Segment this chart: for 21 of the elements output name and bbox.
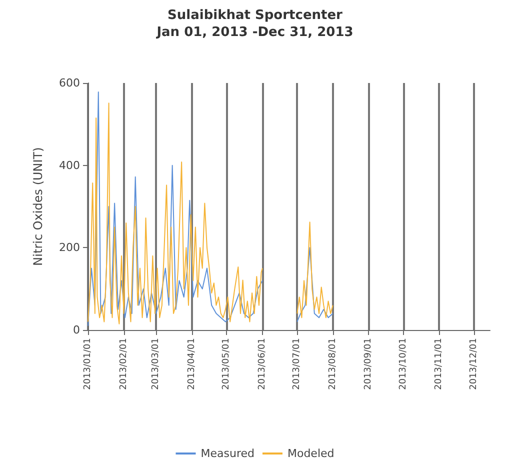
x-tick-label: 2013/11/01 — [434, 338, 444, 390]
x-tick-label: 2013/08/01 — [328, 338, 338, 390]
legend-label: Measured — [200, 447, 254, 460]
chart-title: Sulaibikhat Sportcenter — [168, 8, 344, 23]
y-tick-label: 600 — [59, 76, 80, 90]
legend-label: Modeled — [287, 447, 334, 460]
chart-subtitle: Jan 01, 2013 -Dec 31, 2013 — [156, 25, 354, 40]
x-tick-label: 2013/05/01 — [222, 338, 232, 390]
x-tick-label: 2013/03/01 — [151, 338, 162, 390]
y-axis-title: Nitric Oxides (UNIT) — [31, 147, 45, 266]
y-tick-label: 400 — [59, 158, 80, 172]
y-tick-label: 0 — [73, 324, 80, 336]
x-tick-label: 2013/01/01 — [83, 338, 93, 390]
y-tick-label: 200 — [59, 241, 80, 254]
x-tick-label: 2013/07/01 — [292, 338, 302, 390]
x-tick-label: 2013/12/01 — [468, 338, 479, 390]
x-tick-label: 2013/02/01 — [118, 338, 129, 390]
x-tick-label: 2013/09/01 — [364, 338, 374, 390]
x-tick-label: 2013/04/01 — [186, 338, 197, 390]
x-tick-label: 2013/06/01 — [257, 338, 268, 390]
x-tick-label: 2013/10/01 — [398, 338, 408, 390]
